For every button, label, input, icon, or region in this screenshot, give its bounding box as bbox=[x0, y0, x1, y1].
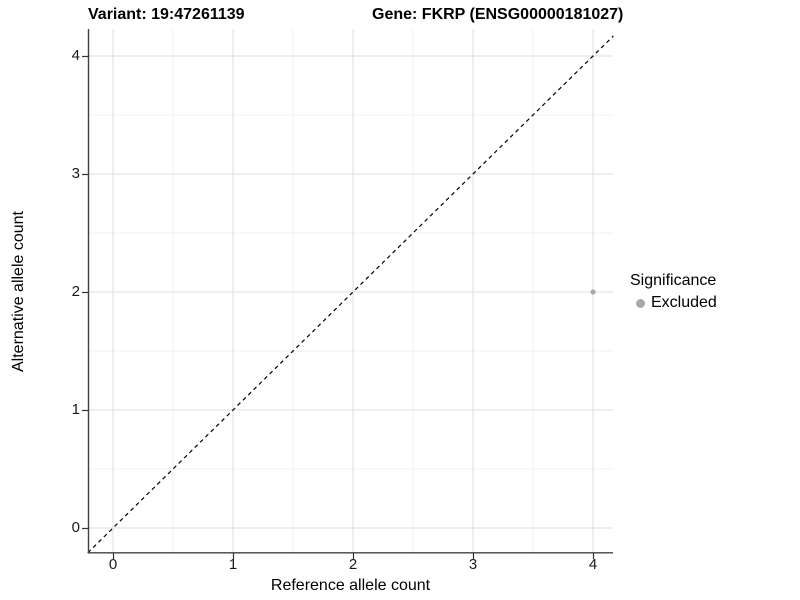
legend-title: Significance bbox=[630, 272, 717, 289]
x-tick-label: 4 bbox=[588, 556, 598, 573]
legend-item-excluded: Excluded bbox=[630, 294, 717, 312]
plot-title-variant: Variant: 19:47261139 bbox=[88, 6, 245, 23]
plot-panel bbox=[82, 29, 614, 559]
x-tick-label: 0 bbox=[108, 556, 118, 573]
x-tick-label: 3 bbox=[468, 556, 478, 573]
y-tick-label: 2 bbox=[71, 283, 80, 300]
x-axis-title: Reference allele count bbox=[270, 577, 431, 594]
y-tick-label: 4 bbox=[71, 47, 80, 64]
y-tick-label: 1 bbox=[71, 401, 80, 418]
plot-canvas bbox=[82, 29, 614, 559]
legend-item-label: Excluded bbox=[651, 294, 717, 311]
y-tick-label: 3 bbox=[71, 165, 80, 182]
y-tick-label: 0 bbox=[71, 519, 80, 536]
legend: Significance Excluded bbox=[630, 271, 717, 312]
x-tick-label: 1 bbox=[228, 556, 238, 573]
y-axis-title: Alternative allele count bbox=[10, 210, 27, 372]
legend-key-point-icon bbox=[636, 298, 645, 308]
y-axis-title-wrap: Alternative allele count bbox=[0, 29, 38, 553]
plot-title-gene: Gene: FKRP (ENSG00000181027) bbox=[372, 6, 624, 23]
x-tick-label: 2 bbox=[348, 556, 358, 573]
